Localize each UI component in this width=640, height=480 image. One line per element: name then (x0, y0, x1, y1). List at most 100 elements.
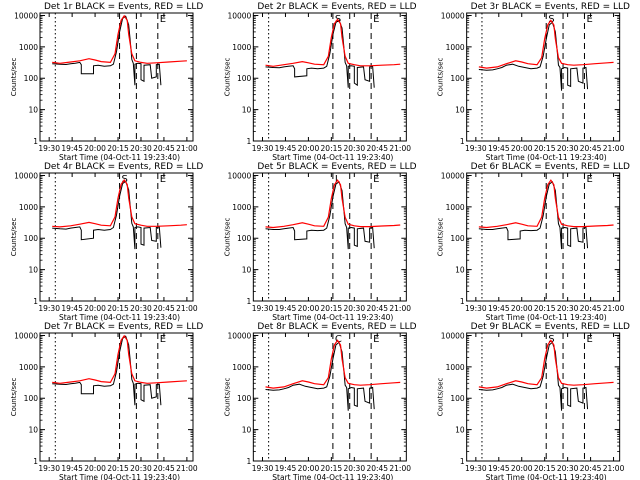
y-tick-label: 10 (242, 426, 252, 435)
y-tick-label: 100 (450, 74, 465, 83)
x-tick-label: 20:45 (366, 144, 388, 153)
x-tick-label: 20:30 (130, 304, 152, 313)
time-marker-label: E (373, 14, 379, 25)
lld-series-line (478, 339, 614, 389)
x-tick-label: 20:30 (343, 144, 365, 153)
y-axis-label: Counts/sec (10, 378, 18, 417)
x-tick-label: 20:45 (366, 464, 388, 473)
y-tick-label: 1 (460, 297, 465, 306)
x-tick-label: 19:45 (61, 464, 83, 473)
y-axis-label: Counts/sec (10, 58, 18, 97)
x-axis-label: Start Time (04-Oct-11 19:23:40) (272, 313, 393, 322)
y-tick-label: 10 (455, 426, 465, 435)
x-tick-label: 19:30 (465, 144, 487, 153)
y-tick-label: 1000 (446, 43, 465, 52)
y-tick-label: 1000 (446, 203, 465, 212)
y-tick-label: 10 (28, 106, 38, 115)
x-axis-label: Start Time (04-Oct-11 19:23:40) (59, 313, 180, 322)
x-tick-label: 20:00 (511, 144, 533, 153)
plot-frame (39, 172, 194, 302)
y-tick-label: 1000 (232, 363, 251, 372)
x-tick-label: 20:15 (107, 304, 129, 313)
x-tick-label: 20:30 (557, 144, 579, 153)
time-marker-label: E (586, 174, 592, 185)
time-marker-label: E (160, 334, 166, 345)
y-tick-label: 10 (455, 106, 465, 115)
chart-title: Det 7r BLACK = Events, RED = LLD (44, 322, 203, 332)
y-tick-label: 10000 (14, 171, 38, 180)
x-tick-label: 21:00 (389, 144, 411, 153)
chart-panel-4: Det 4r BLACK = Events, RED = LLD 1 10 100 10… (10, 162, 203, 322)
plot-frame (252, 12, 407, 142)
x-tick-label: 21:00 (603, 144, 625, 153)
chart-panel-1: Det 1r BLACK = Events, RED = LLD 1 10 100 10… (10, 2, 203, 162)
chart-title: Det 4r BLACK = Events, RED = LLD (44, 162, 203, 172)
chart-panel-3: Det 3r BLACK = Events, RED = LLD 1 10 100 10… (437, 2, 630, 162)
x-tick-label: 19:45 (275, 304, 297, 313)
time-marker-label: S (122, 174, 128, 185)
x-tick-label: 20:00 (298, 144, 320, 153)
chart-panel-7: Det 7r BLACK = Events, RED = LLD 1 10 100 10… (10, 322, 203, 480)
time-marker-label: E (586, 334, 592, 345)
x-tick-label: 21:00 (176, 144, 198, 153)
chart-title: Det 3r BLACK = Events, RED = LLD (471, 2, 630, 12)
y-axis-label: Counts/sec (437, 378, 445, 417)
events-series-line (478, 21, 589, 91)
y-tick-label: 1 (460, 137, 465, 146)
y-tick-label: 10000 (14, 331, 38, 340)
time-marker-label: E (160, 14, 166, 25)
y-tick-label: 1000 (446, 363, 465, 372)
y-tick-label: 1 (33, 457, 38, 466)
y-axis-label: Counts/sec (437, 58, 445, 97)
y-tick-label: 1 (247, 137, 252, 146)
x-axis-label: Start Time (04-Oct-11 19:23:40) (486, 153, 607, 162)
x-tick-label: 20:30 (343, 304, 365, 313)
time-marker-label: E (160, 174, 166, 185)
plot-frame (252, 332, 407, 462)
x-tick-label: 20:45 (580, 304, 602, 313)
x-axis-label: Start Time (04-Oct-11 19:23:40) (272, 153, 393, 162)
lld-series-line (52, 334, 187, 384)
y-tick-label: 10000 (441, 171, 465, 180)
y-tick-label: 1 (460, 457, 465, 466)
y-tick-label: 1 (33, 137, 38, 146)
time-marker-label: S (548, 334, 554, 345)
x-axis-label: Start Time (04-Oct-11 19:23:40) (272, 473, 393, 480)
y-tick-label: 10 (28, 266, 38, 275)
y-tick-label: 1 (247, 297, 252, 306)
events-series-line (478, 341, 589, 411)
chart-title: Det 8r BLACK = Events, RED = LLD (257, 322, 416, 332)
x-tick-label: 19:45 (61, 144, 83, 153)
events-series-line (52, 15, 162, 86)
y-tick-label: 10 (28, 426, 38, 435)
y-tick-label: 100 (237, 234, 252, 243)
y-axis-label: Counts/sec (223, 218, 231, 257)
x-tick-label: 20:30 (130, 464, 152, 473)
x-tick-label: 20:30 (343, 464, 365, 473)
y-tick-label: 10 (242, 266, 252, 275)
time-marker-label: I (335, 174, 338, 185)
x-tick-label: 21:00 (176, 464, 198, 473)
x-tick-label: 20:00 (298, 304, 320, 313)
x-axis-label: Start Time (04-Oct-11 19:23:40) (59, 153, 180, 162)
x-tick-label: 19:45 (488, 304, 510, 313)
y-axis-label: Counts/sec (223, 58, 231, 97)
x-tick-label: 20:30 (130, 144, 152, 153)
y-tick-label: 10000 (227, 331, 251, 340)
events-series-line (265, 19, 375, 88)
x-tick-label: 20:00 (84, 464, 106, 473)
x-tick-label: 20:30 (557, 304, 579, 313)
x-tick-label: 20:00 (84, 144, 106, 153)
lld-series-line (265, 339, 401, 389)
chart-title: Det 1r BLACK = Events, RED = LLD (44, 2, 203, 12)
x-tick-label: 19:30 (252, 464, 274, 473)
y-tick-label: 100 (450, 234, 465, 243)
y-tick-label: 1000 (19, 363, 38, 372)
lld-series-line (265, 179, 401, 229)
x-tick-label: 19:30 (38, 144, 60, 153)
y-tick-label: 100 (237, 74, 252, 83)
x-tick-label: 20:00 (84, 304, 106, 313)
chart-title: Det 2r BLACK = Events, RED = LLD (257, 2, 416, 12)
y-tick-label: 100 (24, 74, 39, 83)
y-tick-label: 10 (242, 106, 252, 115)
